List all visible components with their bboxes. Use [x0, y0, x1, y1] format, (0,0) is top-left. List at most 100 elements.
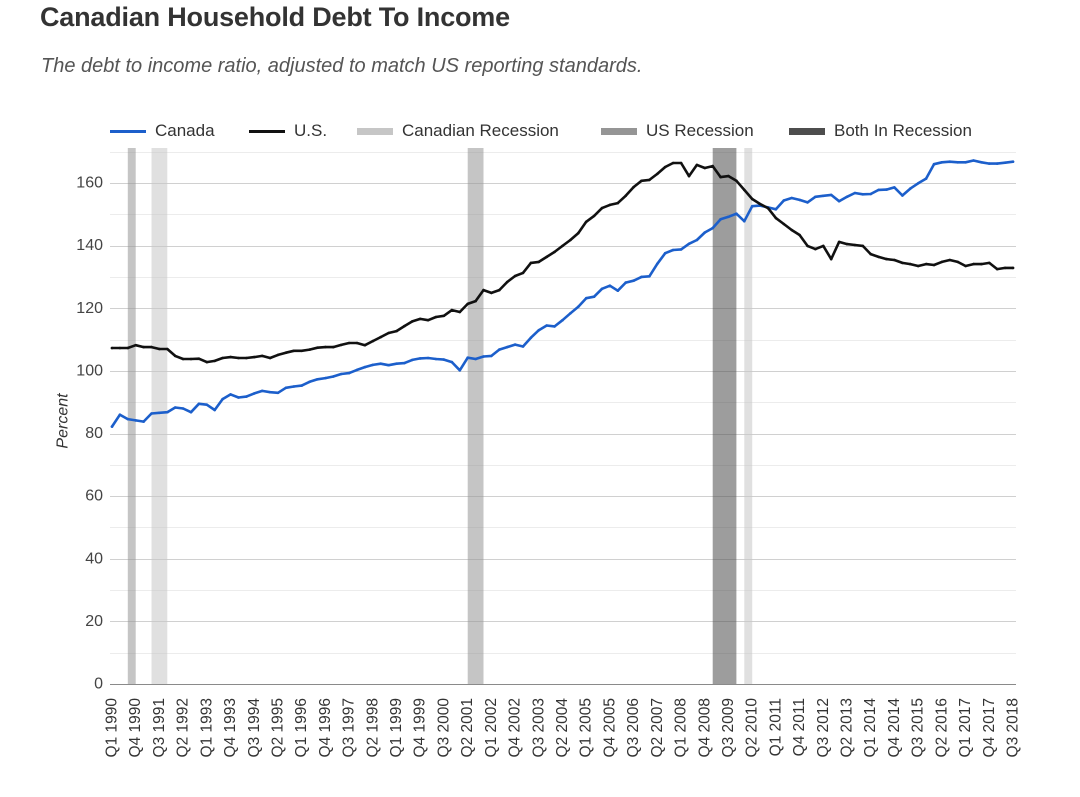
- legend-swatch-canada: [110, 129, 146, 133]
- data-point-u-s: [577, 231, 580, 235]
- data-point-u-s: [316, 346, 319, 350]
- x-tick-label: Q1 2002: [483, 698, 500, 757]
- data-point-canada: [347, 371, 351, 375]
- recession-band-canadian-recession: [744, 148, 753, 684]
- data-point-canada: [110, 425, 114, 428]
- data-point-canada: [600, 287, 604, 291]
- data-point-u-s: [916, 264, 920, 268]
- data-point-u-s: [110, 346, 114, 350]
- data-point-u-s: [189, 357, 193, 361]
- data-point-canada: [695, 238, 699, 242]
- data-point-canada: [932, 162, 936, 166]
- data-point-canada: [442, 358, 446, 361]
- data-point-canada: [1011, 160, 1015, 163]
- x-tick-label: Q4 2014: [886, 698, 903, 758]
- x-tick-label: Q4 2011: [791, 698, 808, 756]
- data-point-u-s: [1011, 266, 1015, 270]
- data-point-canada: [411, 358, 414, 362]
- data-point-u-s: [608, 203, 612, 207]
- data-point-canada: [434, 357, 438, 361]
- y-tick-label: 100: [76, 362, 103, 379]
- data-point-canada: [521, 345, 525, 348]
- data-point-canada: [940, 161, 944, 164]
- data-point-u-s: [347, 341, 351, 345]
- series-lines: [110, 159, 1015, 428]
- data-point-canada: [798, 198, 801, 202]
- data-point-u-s: [505, 280, 509, 284]
- data-point-canada: [363, 365, 367, 369]
- x-tick-label: Q2 2010: [744, 698, 761, 758]
- data-point-u-s: [205, 360, 209, 364]
- data-point-canada: [308, 380, 311, 384]
- legend-swatch-canadian-recession: [357, 127, 393, 135]
- data-point-canada: [845, 195, 849, 199]
- data-point-u-s: [379, 335, 383, 339]
- data-point-u-s: [648, 178, 651, 182]
- legend-item-canadian-recession[interactable]: Canadian Recession: [357, 120, 559, 142]
- y-tick-label: 20: [85, 613, 103, 630]
- legend-item-canada[interactable]: Canada: [110, 120, 215, 142]
- x-tick-label: Q2 1998: [364, 698, 381, 757]
- data-point-canada: [577, 305, 580, 309]
- data-point-u-s: [126, 346, 130, 350]
- data-point-u-s: [490, 291, 493, 295]
- data-point-canada: [284, 386, 288, 390]
- data-point-canada: [237, 396, 240, 399]
- data-point-canada: [640, 275, 643, 279]
- data-point-canada: [822, 194, 825, 198]
- data-point-u-s: [750, 197, 754, 201]
- data-point-canada: [632, 279, 635, 283]
- data-point-canada: [339, 372, 343, 376]
- data-point-u-s: [972, 262, 975, 266]
- data-point-canada: [466, 356, 470, 360]
- data-point-u-s: [537, 260, 541, 264]
- x-tick-label: Q3 2009: [720, 698, 737, 757]
- data-point-canada: [687, 242, 691, 246]
- data-point-u-s: [632, 185, 635, 189]
- data-point-canada: [482, 355, 485, 358]
- legend-item-us[interactable]: U.S.: [249, 120, 327, 142]
- data-point-u-s: [134, 343, 137, 347]
- recession-band-canadian-recession: [151, 148, 168, 684]
- x-tick-label: Q3 2003: [530, 698, 547, 757]
- data-point-canada: [885, 188, 888, 191]
- data-point-u-s: [711, 164, 714, 168]
- data-point-canada: [837, 199, 841, 203]
- data-point-canada: [505, 345, 509, 349]
- data-point-u-s: [948, 258, 952, 262]
- data-point-u-s: [932, 263, 936, 267]
- data-point-u-s: [276, 353, 280, 357]
- data-point-u-s: [1003, 266, 1007, 270]
- data-point-u-s: [569, 238, 572, 242]
- data-point-canada: [474, 357, 477, 361]
- data-point-u-s: [150, 345, 153, 349]
- data-point-u-s: [885, 257, 888, 261]
- data-point-canada: [126, 417, 130, 421]
- data-point-u-s: [561, 244, 564, 248]
- x-tick-label: Q2 2013: [839, 698, 856, 757]
- data-point-u-s: [592, 214, 596, 218]
- data-point-u-s: [695, 163, 699, 167]
- data-point-u-s: [324, 345, 327, 349]
- data-point-u-s: [237, 356, 240, 360]
- data-point-canada: [458, 369, 462, 372]
- data-point-canada: [189, 410, 193, 414]
- x-tick-label: Q1 2011: [767, 698, 784, 756]
- legend-item-both-in-recession[interactable]: Both In Recession: [789, 120, 972, 142]
- x-tick-label: Q4 2002: [507, 698, 524, 757]
- x-tick-label: Q1 1999: [388, 698, 405, 757]
- data-point-canada: [181, 407, 185, 410]
- data-point-u-s: [498, 288, 501, 292]
- data-point-u-s: [197, 357, 201, 361]
- data-point-canada: [292, 385, 296, 388]
- data-point-canada: [853, 191, 857, 195]
- data-point-u-s: [766, 206, 770, 210]
- data-point-u-s: [909, 262, 912, 266]
- data-point-canada: [750, 204, 754, 208]
- data-point-canada: [205, 403, 209, 407]
- y-tick-label: 120: [76, 300, 103, 317]
- legend-item-us-recession[interactable]: US Recession: [601, 120, 754, 142]
- data-point-u-s: [687, 174, 691, 178]
- data-point-canada: [901, 194, 904, 197]
- x-tick-label: Q1 1993: [198, 698, 215, 757]
